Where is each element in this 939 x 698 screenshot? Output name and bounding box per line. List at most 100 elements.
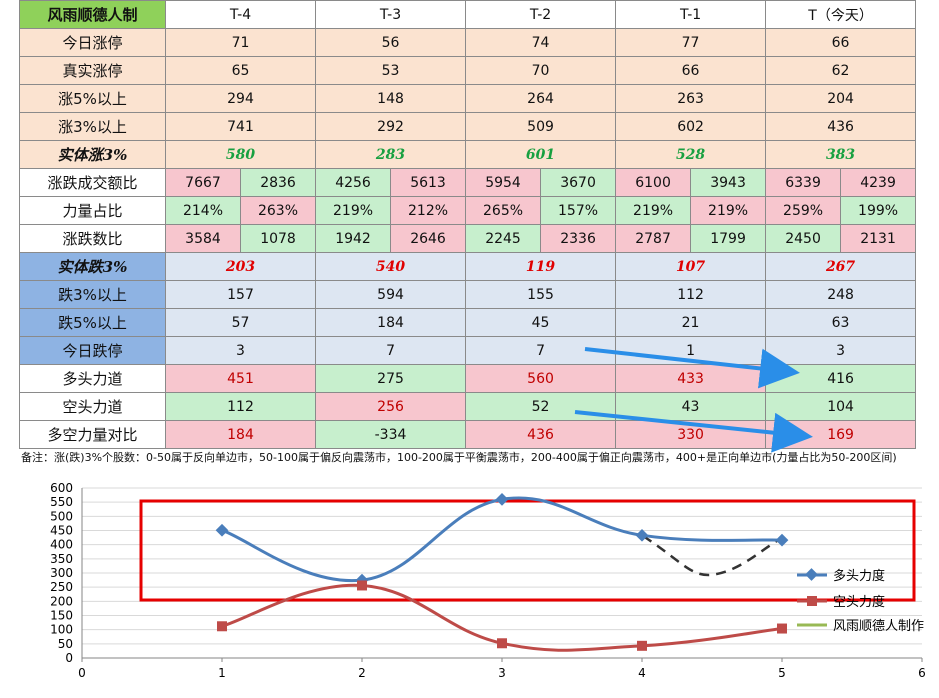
cell[interactable]: 6339 bbox=[765, 168, 842, 197]
cell[interactable]: 2245 bbox=[465, 224, 542, 253]
cell[interactable]: 203 bbox=[164, 252, 317, 281]
cell[interactable]: 104 bbox=[765, 392, 917, 421]
cell[interactable]: 74 bbox=[465, 28, 617, 57]
cell[interactable]: 436 bbox=[465, 420, 617, 449]
cell[interactable]: 7 bbox=[465, 336, 617, 365]
cell[interactable]: 1799 bbox=[690, 224, 767, 253]
cell[interactable]: 21 bbox=[615, 308, 767, 337]
row-label[interactable]: 真实涨停 bbox=[19, 56, 166, 85]
cell[interactable]: 4256 bbox=[315, 168, 392, 197]
col-header[interactable]: T（今天） bbox=[765, 0, 917, 29]
cell[interactable]: 66 bbox=[765, 28, 917, 57]
cell[interactable]: 256 bbox=[315, 392, 467, 421]
cell[interactable]: 294 bbox=[164, 84, 317, 113]
row-label[interactable]: 力量占比 bbox=[19, 196, 166, 225]
cell[interactable]: 330 bbox=[615, 420, 767, 449]
cell[interactable]: 263% bbox=[239, 196, 317, 225]
row-label[interactable]: 多头力道 bbox=[19, 364, 166, 393]
cell[interactable]: 157% bbox=[540, 196, 617, 225]
cell[interactable]: 3 bbox=[164, 336, 317, 365]
row-label[interactable]: 跌5%以上 bbox=[19, 308, 166, 337]
cell[interactable]: 212% bbox=[390, 196, 467, 225]
col-header[interactable]: T-3 bbox=[315, 0, 467, 29]
cell[interactable]: 263 bbox=[615, 84, 767, 113]
cell[interactable]: 107 bbox=[615, 252, 767, 281]
cell[interactable]: 184 bbox=[164, 420, 317, 449]
cell[interactable]: 2836 bbox=[239, 168, 317, 197]
row-label[interactable]: 今日跌停 bbox=[19, 336, 166, 365]
cell[interactable]: 43 bbox=[615, 392, 767, 421]
cell[interactable]: 119 bbox=[465, 252, 617, 281]
cell[interactable]: 433 bbox=[615, 364, 767, 393]
cell[interactable]: 528 bbox=[615, 140, 767, 169]
cell[interactable]: 1 bbox=[615, 336, 767, 365]
cell[interactable]: 602 bbox=[615, 112, 767, 141]
col-header[interactable]: T-4 bbox=[164, 0, 317, 29]
cell[interactable]: 7 bbox=[315, 336, 467, 365]
cell[interactable]: 3 bbox=[765, 336, 917, 365]
cell[interactable]: 259% bbox=[765, 196, 842, 225]
cell[interactable]: 219% bbox=[690, 196, 767, 225]
cell[interactable]: 219% bbox=[315, 196, 392, 225]
row-label[interactable]: 实体跌3% bbox=[19, 252, 166, 281]
cell[interactable]: 71 bbox=[164, 28, 317, 57]
cell[interactable]: 601 bbox=[465, 140, 617, 169]
cell[interactable]: 169 bbox=[765, 420, 917, 449]
cell[interactable]: 56 bbox=[315, 28, 467, 57]
cell[interactable]: 580 bbox=[164, 140, 317, 169]
cell[interactable]: 70 bbox=[465, 56, 617, 85]
cell[interactable]: -334 bbox=[315, 420, 467, 449]
cell[interactable]: 594 bbox=[315, 280, 467, 309]
cell[interactable]: 4239 bbox=[840, 168, 917, 197]
cell[interactable]: 52 bbox=[465, 392, 617, 421]
cell[interactable]: 157 bbox=[164, 280, 317, 309]
cell[interactable]: 265% bbox=[465, 196, 542, 225]
cell[interactable]: 283 bbox=[315, 140, 467, 169]
row-label[interactable]: 跌3%以上 bbox=[19, 280, 166, 309]
cell[interactable]: 292 bbox=[315, 112, 467, 141]
cell[interactable]: 219% bbox=[615, 196, 692, 225]
cell[interactable]: 57 bbox=[164, 308, 317, 337]
row-label[interactable]: 空头力道 bbox=[19, 392, 166, 421]
row-label[interactable]: 涨5%以上 bbox=[19, 84, 166, 113]
cell[interactable]: 7667 bbox=[165, 168, 241, 197]
col-header[interactable]: T-1 bbox=[615, 0, 767, 29]
cell[interactable]: 267 bbox=[765, 252, 917, 281]
row-label[interactable]: 多空力量对比 bbox=[19, 420, 166, 449]
cell[interactable]: 5954 bbox=[465, 168, 542, 197]
row-label[interactable]: 今日涨停 bbox=[19, 28, 166, 57]
row-label[interactable]: 实体涨3% bbox=[19, 140, 166, 169]
cell[interactable]: 63 bbox=[765, 308, 917, 337]
cell[interactable]: 148 bbox=[315, 84, 467, 113]
row-label[interactable]: 涨跌成交额比 bbox=[19, 168, 166, 197]
cell[interactable]: 3670 bbox=[540, 168, 617, 197]
cell[interactable]: 45 bbox=[465, 308, 617, 337]
cell[interactable]: 77 bbox=[615, 28, 767, 57]
cell[interactable]: 540 bbox=[315, 252, 467, 281]
cell[interactable]: 383 bbox=[765, 140, 917, 169]
cell[interactable]: 741 bbox=[164, 112, 317, 141]
row-label[interactable]: 涨3%以上 bbox=[19, 112, 166, 141]
cell[interactable]: 112 bbox=[615, 280, 767, 309]
cell[interactable]: 53 bbox=[315, 56, 467, 85]
cell[interactable]: 2336 bbox=[540, 224, 617, 253]
cell[interactable]: 5613 bbox=[390, 168, 467, 197]
cell[interactable]: 66 bbox=[615, 56, 767, 85]
cell[interactable]: 451 bbox=[164, 364, 317, 393]
cell[interactable]: 416 bbox=[765, 364, 917, 393]
row-label[interactable]: 涨跌数比 bbox=[19, 224, 166, 253]
cell[interactable]: 112 bbox=[164, 392, 317, 421]
cell[interactable]: 2450 bbox=[765, 224, 842, 253]
cell[interactable]: 62 bbox=[765, 56, 917, 85]
col-header[interactable]: T-2 bbox=[465, 0, 617, 29]
cell[interactable]: 2787 bbox=[615, 224, 692, 253]
cell[interactable]: 204 bbox=[765, 84, 917, 113]
cell[interactable]: 264 bbox=[465, 84, 617, 113]
cell[interactable]: 155 bbox=[465, 280, 617, 309]
cell[interactable]: 184 bbox=[315, 308, 467, 337]
cell[interactable]: 509 bbox=[465, 112, 617, 141]
cell[interactable]: 248 bbox=[765, 280, 917, 309]
cell[interactable]: 3584 bbox=[165, 224, 241, 253]
cell[interactable]: 199% bbox=[840, 196, 917, 225]
cell[interactable]: 3943 bbox=[690, 168, 767, 197]
